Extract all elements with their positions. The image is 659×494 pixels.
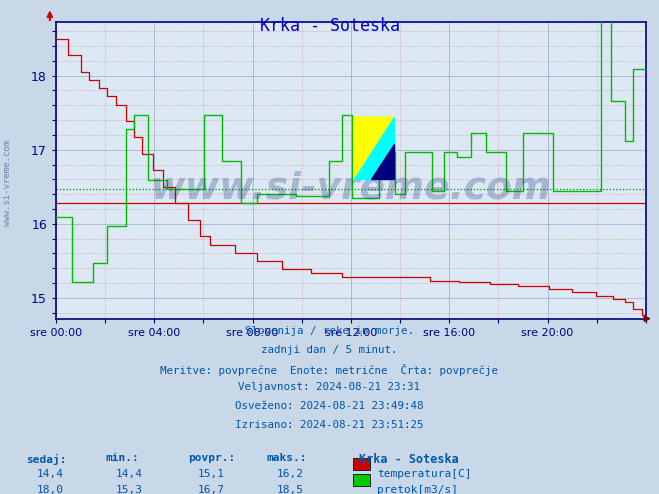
Polygon shape: [354, 117, 394, 179]
Text: Veljavnost: 2024-08-21 23:31: Veljavnost: 2024-08-21 23:31: [239, 382, 420, 392]
Text: www.si-vreme.com: www.si-vreme.com: [150, 170, 552, 206]
Text: Izrisano: 2024-08-21 23:51:25: Izrisano: 2024-08-21 23:51:25: [235, 420, 424, 430]
Text: 14,4: 14,4: [36, 469, 63, 479]
Text: 15,3: 15,3: [115, 485, 142, 494]
Text: Krka - Soteska: Krka - Soteska: [260, 17, 399, 35]
Text: sedaj:: sedaj:: [26, 453, 67, 464]
Text: 18,0: 18,0: [36, 485, 63, 494]
Text: www.si-vreme.com: www.si-vreme.com: [3, 140, 13, 226]
Polygon shape: [371, 144, 394, 179]
Text: min.:: min.:: [105, 453, 139, 463]
Text: pretok[m3/s]: pretok[m3/s]: [377, 485, 458, 494]
Text: temperatura[C]: temperatura[C]: [377, 469, 471, 479]
Text: 15,1: 15,1: [198, 469, 225, 479]
Text: 16,7: 16,7: [198, 485, 225, 494]
Text: 18,5: 18,5: [277, 485, 304, 494]
Text: povpr.:: povpr.:: [188, 453, 235, 463]
Text: zadnji dan / 5 minut.: zadnji dan / 5 minut.: [261, 345, 398, 355]
Text: 16,2: 16,2: [277, 469, 304, 479]
Text: maks.:: maks.:: [267, 453, 307, 463]
Text: Krka - Soteska: Krka - Soteska: [359, 453, 459, 466]
Text: Slovenija / reke in morje.: Slovenija / reke in morje.: [245, 326, 414, 336]
Polygon shape: [354, 117, 394, 179]
Text: Meritve: povprečne  Enote: metrične  Črta: povprečje: Meritve: povprečne Enote: metrične Črta:…: [161, 364, 498, 375]
Text: 14,4: 14,4: [115, 469, 142, 479]
Text: Osveženo: 2024-08-21 23:49:48: Osveženo: 2024-08-21 23:49:48: [235, 401, 424, 411]
